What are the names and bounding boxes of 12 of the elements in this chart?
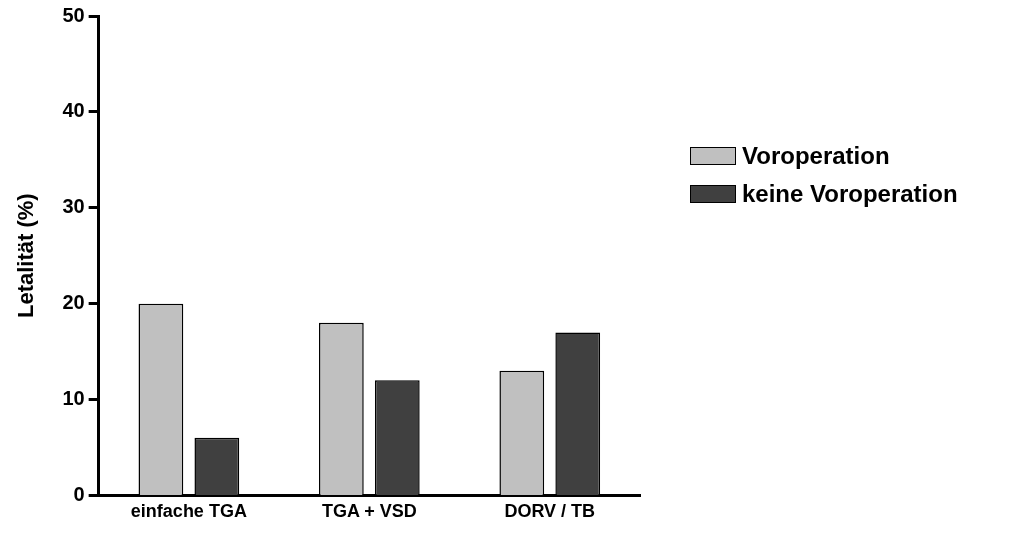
y-tick-label: 20 [62,291,85,314]
legend-label: keine Voroperation [742,180,958,208]
x-tick-label: TGA + VSD [321,501,417,522]
y-tick-label: 0 [73,482,85,505]
y-tick-label: 10 [62,387,85,410]
y-axis-title: Letalität (%) [13,193,39,319]
y-tick-label: 40 [62,99,85,122]
y-tick-label: 30 [62,195,85,218]
legend-label: Voroperation [742,142,890,170]
x-tick-label: DORV / TB [504,501,596,522]
x-tick-label: einfache TGA [130,501,247,522]
y-tick-label: 50 [62,3,85,26]
